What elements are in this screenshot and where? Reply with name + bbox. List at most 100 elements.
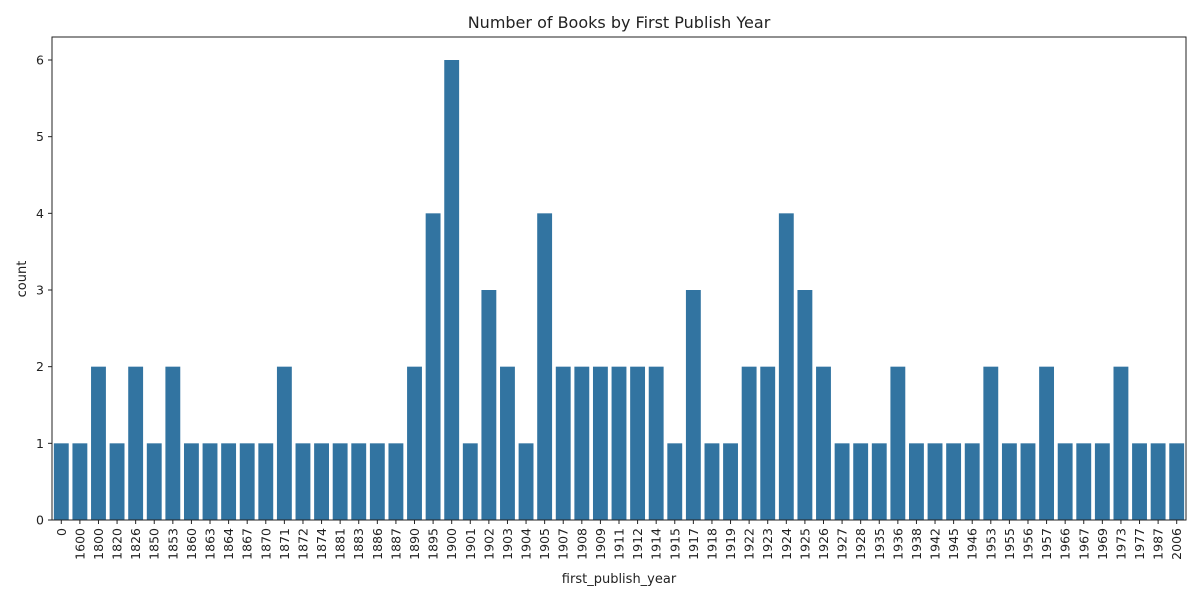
x-tick-label: 1922 [742,528,757,560]
bar-1915 [667,443,683,520]
x-tick-label: 2006 [1169,528,1184,560]
bar-1890 [407,366,422,520]
x-tick-label: 1912 [630,528,645,560]
x-tick-label: 1936 [890,528,905,560]
x-tick-label: 1905 [537,528,552,560]
x-tick-label: 1900 [444,528,459,560]
y-tick-label: 4 [36,206,44,221]
bar-1967 [1076,443,1092,520]
y-axis-label: count [15,261,30,298]
bar-1800 [91,366,106,520]
bar-1966 [1057,443,1073,520]
bar-1973 [1113,366,1129,520]
x-tick-label: 1973 [1113,528,1128,560]
x-tick-label: 1953 [983,528,998,560]
bar-1923 [760,366,776,520]
x-tick-label: 1977 [1132,528,1147,560]
x-tick-label: 1871 [277,528,292,560]
bar-1895 [425,213,441,521]
x-tick-label: 1923 [760,528,775,560]
x-tick-label: 1945 [946,528,961,560]
bar-1902 [481,290,497,520]
bar-1946 [964,443,980,520]
x-tick-label: 1903 [500,528,515,560]
bar-1872 [295,443,311,520]
y-axis: 0 1 2 3 4 5 6 [36,53,52,528]
bar-2006 [1169,443,1185,520]
x-tick-label: 1935 [872,528,887,560]
bar-1969 [1094,443,1110,520]
bar-1927 [834,443,850,520]
bar-1900 [444,60,460,520]
x-tick-label: 1886 [370,528,385,560]
x-tick-label: 1914 [649,528,664,560]
bar-1863 [202,443,218,520]
bar-1945 [946,443,962,520]
x-tick-label: 1919 [723,528,738,560]
x-tick-label: 1918 [704,528,719,560]
bar-1904 [518,443,534,520]
bar-1977 [1132,443,1147,520]
bar-1905 [537,213,553,521]
x-tick-label: 1938 [909,528,924,560]
x-tick-label: 1915 [667,528,682,560]
x-tick-label: 1870 [258,528,273,560]
x-tick-label: 1967 [1076,528,1091,560]
x-tick-label: 0 [54,528,69,536]
x-tick-label: 1966 [1058,528,1073,560]
x-tick-label: 1926 [816,528,831,560]
x-tick-label: 1924 [779,528,794,560]
x-tick-label: 1925 [797,528,812,560]
y-tick-label: 3 [36,283,44,298]
bar-1914 [648,366,664,520]
bar-1928 [853,443,869,520]
bar-0 [53,443,69,520]
bar-1919 [723,443,738,520]
bar-1925 [797,290,813,520]
x-tick-label: 1987 [1151,528,1166,560]
x-tick-label: 1927 [835,528,850,560]
bar-1600 [72,443,88,520]
bar-1850 [146,443,162,520]
x-tick-label: 1826 [128,528,143,560]
plot-frame [51,36,1187,521]
bar-1926 [816,366,831,520]
bar-1957 [1039,366,1055,520]
x-tick-label: 1820 [110,528,125,560]
x-tick-label: 1864 [221,528,236,560]
bar-1887 [388,443,404,520]
bar-1938 [909,443,924,520]
bar-1883 [351,443,367,520]
x-tick-label: 1895 [426,528,441,560]
x-tick-label: 1887 [388,528,403,560]
bar-1886 [369,443,385,520]
bar-1867 [239,443,255,520]
bar-1853 [165,366,181,520]
x-tick-label: 1909 [593,528,608,560]
bar-1956 [1020,443,1036,520]
x-tick-label: 1850 [147,528,162,560]
x-tick-label: 1904 [519,528,534,560]
x-tick-label: 1928 [853,528,868,560]
y-tick-label: 0 [36,513,44,528]
x-tick-label: 1956 [1020,528,1035,560]
bar-1912 [630,366,646,520]
y-tick-label: 1 [36,436,44,451]
bar-1918 [704,443,720,520]
x-tick-label: 1867 [240,528,255,560]
x-tick-label: 1942 [928,528,943,560]
bar-1901 [462,443,478,520]
bar-1911 [611,366,627,520]
y-tick-label: 5 [36,129,44,144]
bars-group [53,60,1185,521]
bar-1953 [983,366,999,520]
bar-1871 [276,366,292,520]
x-tick-label: 1908 [574,528,589,560]
bar-1936 [890,366,906,520]
bar-1826 [128,366,144,520]
bar-1924 [778,213,794,521]
bar-1881 [332,443,348,520]
x-tick-label: 1969 [1095,528,1110,560]
x-tick-label: 1911 [612,528,627,560]
